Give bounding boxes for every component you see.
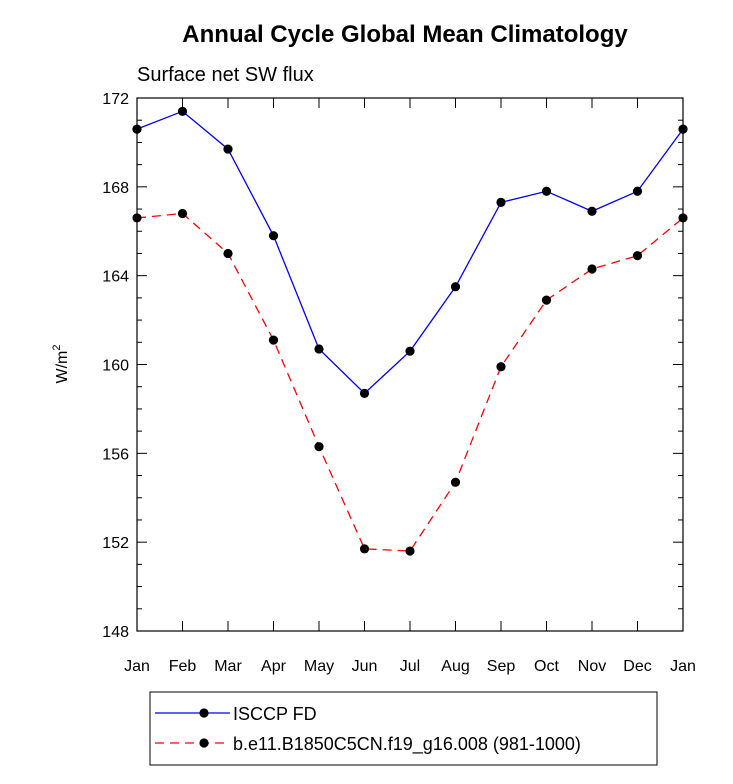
legend: ISCCP FD b.e11.B1850C5CN.f19_g16.008 (981… bbox=[155, 704, 581, 755]
chart-subtitle: Surface net SW flux bbox=[137, 64, 314, 86]
series-point bbox=[450, 282, 461, 292]
legend-marker bbox=[199, 738, 209, 748]
series-point bbox=[541, 186, 552, 196]
series-point bbox=[496, 197, 506, 207]
series-point bbox=[359, 388, 370, 398]
series-point bbox=[405, 346, 415, 356]
series-point bbox=[268, 335, 279, 345]
series-point bbox=[223, 248, 233, 259]
series-point bbox=[132, 213, 142, 223]
y-tick-label: 156 bbox=[102, 446, 129, 463]
x-tick-label: Oct bbox=[534, 658, 559, 675]
x-tick-label: Jun bbox=[352, 658, 378, 675]
legend-label: ISCCP FD bbox=[233, 704, 317, 724]
y-axis-label: W/m2 bbox=[51, 345, 71, 384]
series-line bbox=[136, 212, 684, 552]
x-tick-labels: Jan Feb Mar Apr May Jun Jul Aug Sep Oct Nov Dec Jan bbox=[124, 658, 696, 675]
x-tick-label: Jul bbox=[400, 658, 420, 675]
series-point bbox=[632, 251, 643, 261]
series-point bbox=[314, 442, 324, 452]
series-point bbox=[678, 124, 688, 134]
y-tick-label: 164 bbox=[102, 269, 129, 286]
axis-ticks bbox=[136, 97, 684, 632]
x-tick-label: Jan bbox=[124, 658, 150, 675]
series-layer bbox=[132, 106, 688, 556]
series-point bbox=[177, 106, 188, 116]
x-tick-label: Nov bbox=[578, 658, 606, 675]
legend-box bbox=[149, 691, 658, 766]
y-tick-label: 152 bbox=[102, 535, 129, 552]
series-point bbox=[223, 144, 233, 154]
series-point bbox=[177, 208, 188, 219]
legend-marker bbox=[199, 708, 209, 718]
series-point bbox=[496, 362, 506, 372]
y-tick-labels: 148 152 156 160 164 168 172 bbox=[102, 91, 129, 641]
x-tick-label: Jan bbox=[670, 658, 696, 675]
series-point bbox=[632, 186, 643, 196]
y-tick-label: 172 bbox=[102, 91, 129, 108]
x-tick-label: Aug bbox=[441, 658, 469, 675]
series-point bbox=[268, 231, 279, 241]
series-point bbox=[405, 546, 415, 556]
y-axis-label-text: W/m bbox=[54, 351, 71, 384]
x-tick-label: Apr bbox=[261, 658, 287, 675]
y-tick-label: 148 bbox=[102, 624, 129, 641]
y-tick-label: 168 bbox=[102, 180, 129, 197]
x-tick-label: Sep bbox=[487, 658, 516, 675]
series-point bbox=[359, 544, 370, 554]
series-point bbox=[541, 295, 552, 305]
x-tick-label: Mar bbox=[214, 658, 242, 675]
series-point bbox=[132, 124, 142, 134]
y-tick-label: 160 bbox=[102, 358, 129, 375]
x-tick-label: Dec bbox=[623, 658, 651, 675]
legend-label: b.e11.B1850C5CN.f19_g16.008 (981-1000) bbox=[233, 734, 581, 755]
series-point bbox=[450, 477, 461, 487]
y-axis-label-superscript: 2 bbox=[51, 345, 63, 351]
series-point bbox=[587, 264, 597, 274]
series-point bbox=[314, 344, 324, 354]
x-tick-label: May bbox=[304, 658, 334, 675]
series-point bbox=[587, 206, 597, 216]
series-point bbox=[678, 213, 688, 223]
chart-title: Annual Cycle Global Mean Climatology bbox=[182, 21, 628, 48]
x-tick-label: Feb bbox=[169, 658, 197, 675]
